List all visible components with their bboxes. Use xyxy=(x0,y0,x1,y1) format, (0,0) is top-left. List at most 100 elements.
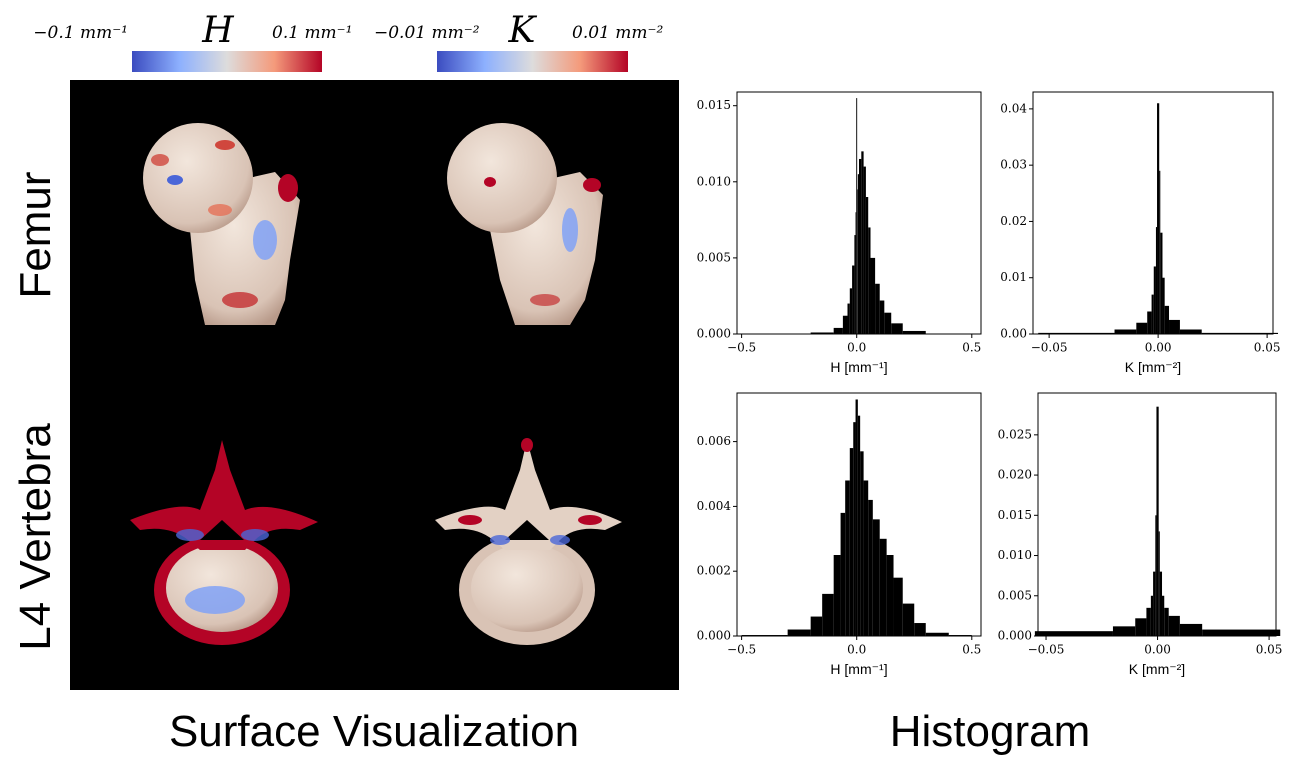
histogram-bar xyxy=(1146,607,1151,636)
histogram-bar xyxy=(1159,571,1163,636)
histogram-bar xyxy=(833,555,841,636)
histogram-bar xyxy=(1153,571,1156,636)
x-tick-label: 0.5 xyxy=(962,643,981,657)
histogram-bar xyxy=(1162,277,1165,334)
section-title: Histogram xyxy=(890,707,1091,756)
histogram-bar xyxy=(1112,626,1136,636)
y-tick-label: 0.02 xyxy=(1000,214,1027,228)
x-axis-label: K [mm⁻²] xyxy=(1129,661,1185,677)
histogram-bar xyxy=(863,480,869,636)
histogram-bar xyxy=(879,300,885,334)
histogram-bar xyxy=(1164,305,1170,334)
histogram-bar xyxy=(1150,595,1154,636)
histogram-bar xyxy=(1169,319,1180,334)
histogram-bar xyxy=(1160,232,1163,334)
histogram-bar xyxy=(853,422,856,636)
vertebra-h xyxy=(130,440,318,645)
x-tick-label: −0.5 xyxy=(727,341,756,355)
histogram-bar xyxy=(840,512,846,636)
histogram-bar xyxy=(1155,227,1158,334)
histogram-bar xyxy=(1151,294,1154,334)
histogram-bar xyxy=(787,629,811,636)
histogram-bar xyxy=(1038,332,1115,334)
histogram-bar xyxy=(893,577,903,636)
histogram-bar xyxy=(849,288,853,334)
y-tick-label: 0.020 xyxy=(998,468,1032,482)
colorbar-symbol: H xyxy=(201,10,234,51)
colorbar xyxy=(437,51,628,72)
histogram-bar xyxy=(863,166,866,334)
histogram-bar xyxy=(1136,322,1148,334)
histogram-bar xyxy=(879,538,887,636)
histogram-bar xyxy=(1201,332,1279,334)
histogram-bar xyxy=(859,158,862,334)
y-tick-label: 0.00 xyxy=(1000,327,1027,341)
histogram-bar xyxy=(857,189,858,334)
y-tick-label: 0.025 xyxy=(998,427,1032,441)
x-axis-label: K [mm⁻²] xyxy=(1125,359,1181,375)
histogram-bar xyxy=(847,303,850,334)
y-tick-label: 0.015 xyxy=(697,98,731,112)
histogram-bar xyxy=(914,623,926,636)
y-tick-label: 0.002 xyxy=(697,564,731,578)
histogram-bar xyxy=(1159,170,1161,334)
histogram-bar xyxy=(1162,595,1165,636)
y-tick-label: 0.04 xyxy=(1000,101,1027,115)
x-tick-label: 0.00 xyxy=(1144,643,1171,657)
y-tick-label: 0.010 xyxy=(697,174,731,188)
histogram-bar xyxy=(854,235,856,334)
row-label: L4 Vertebra xyxy=(11,423,60,651)
histogram-bar xyxy=(810,616,823,636)
histogram-bar xyxy=(1157,103,1160,334)
histogram-bar xyxy=(1202,629,1281,636)
histogram-bar xyxy=(868,499,873,636)
histogram-bar xyxy=(856,98,858,335)
histogram-bar xyxy=(1156,406,1159,636)
y-tick-label: 0.000 xyxy=(697,327,731,341)
x-tick-label: −0.05 xyxy=(1028,643,1065,657)
colorbar-min-label: −0.01 mm⁻² xyxy=(374,23,480,43)
histogram-bar xyxy=(1158,531,1160,636)
histogram-bar xyxy=(852,265,855,334)
histogram-bar xyxy=(860,451,864,636)
histogram-bar xyxy=(822,593,834,636)
y-tick-label: 0.005 xyxy=(998,588,1032,602)
histogram-bar xyxy=(870,257,876,334)
row-label: Femur xyxy=(11,171,60,298)
histogram-bar xyxy=(865,197,869,334)
x-tick-label: −0.05 xyxy=(1031,341,1068,355)
histogram-bar xyxy=(886,555,894,636)
x-axis-label: H [mm⁻¹] xyxy=(830,661,887,677)
y-tick-label: 0.03 xyxy=(1000,158,1027,172)
colorbar-max-label: 0.1 mm⁻¹ xyxy=(272,23,352,43)
x-tick-label: 0.05 xyxy=(1254,341,1281,355)
histogram-bar xyxy=(849,448,854,636)
axes-frame xyxy=(736,392,982,637)
histogram-bar xyxy=(884,312,892,334)
axes-frame xyxy=(1037,392,1277,637)
histogram-bar xyxy=(1179,329,1202,334)
histogram-bar xyxy=(1034,631,1113,636)
x-tick-label: 0.05 xyxy=(1256,643,1283,657)
histogram-bar xyxy=(925,632,949,636)
histogram-bar xyxy=(845,480,850,636)
histogram-bar xyxy=(1179,623,1203,636)
colorbar-symbol: K xyxy=(508,10,538,51)
histogram-bar xyxy=(842,315,848,334)
x-tick-label: 0.5 xyxy=(962,341,981,355)
colorbar-min-label: −0.1 mm⁻¹ xyxy=(33,23,128,43)
histogram-bar xyxy=(810,332,834,334)
histogram-bar xyxy=(1153,266,1156,334)
axes-frame xyxy=(1032,91,1274,335)
y-tick-label: 0.015 xyxy=(998,508,1032,522)
femur-k xyxy=(447,123,603,325)
y-tick-label: 0.006 xyxy=(697,434,731,448)
y-tick-label: 0.004 xyxy=(697,499,732,513)
histogram-bar xyxy=(902,330,926,334)
y-tick-label: 0.01 xyxy=(1000,270,1027,284)
histogram-bar xyxy=(1168,615,1180,636)
x-tick-label: 0.0 xyxy=(847,341,866,355)
histogram-bar xyxy=(902,603,915,636)
y-tick-label: 0.000 xyxy=(697,629,731,643)
